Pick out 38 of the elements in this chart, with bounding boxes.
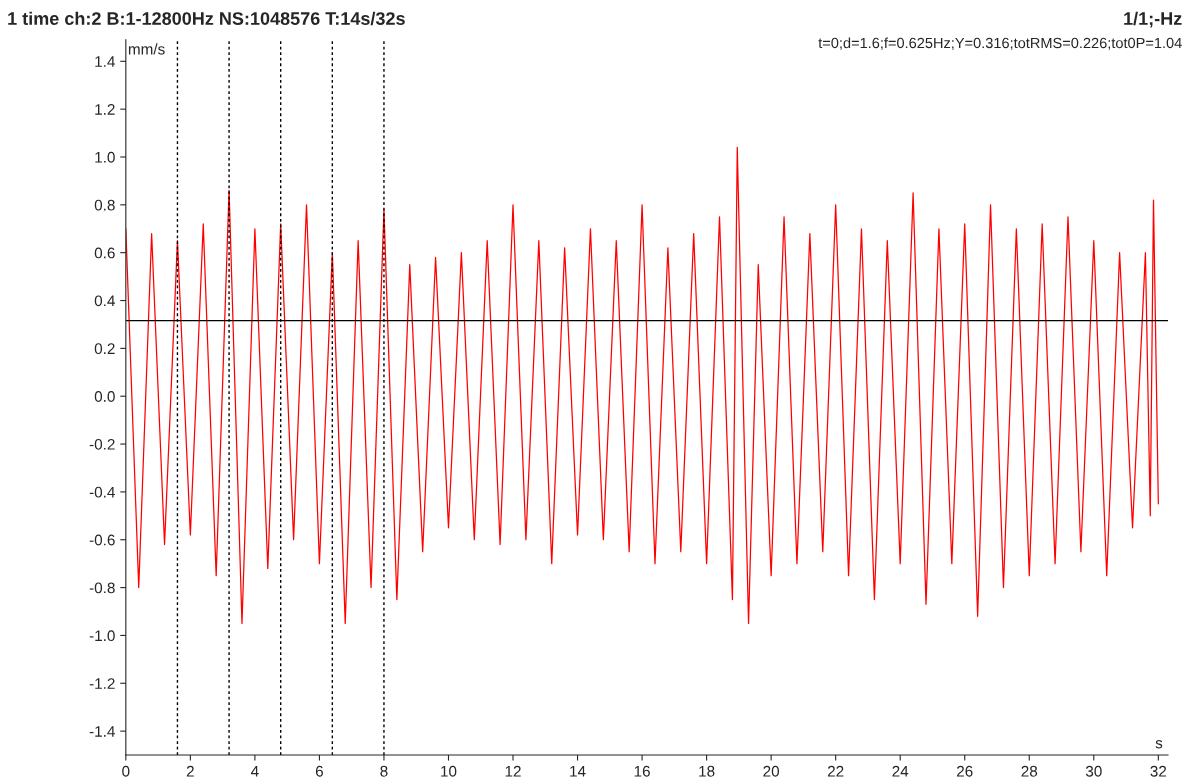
x-tick-label: 32: [1150, 765, 1167, 777]
x-tick-label: 28: [1021, 765, 1038, 777]
y-tick-label: 0.4: [94, 295, 115, 307]
y-tick-label: -1.0: [89, 630, 115, 642]
x-tick-label: 4: [250, 766, 259, 777]
chart-subtitle: 1/1;-Hz: [1124, 11, 1182, 28]
y-tick-label: -0.2: [89, 438, 115, 450]
x-tick-label: 0: [122, 765, 130, 777]
x-tick-label: 12: [505, 765, 521, 777]
chart-title: 1 time ch:2 B:1-12800Hz NS:1048576 T:14s/32s: [8, 11, 405, 26]
line-series: [125, 146, 1159, 625]
x-tick-label: 26: [957, 765, 973, 777]
x-tick-label: 2: [186, 765, 194, 777]
y-tick-label: -0.4: [89, 486, 115, 498]
x-tick-label: 8: [380, 765, 388, 777]
x-tick-label: 6: [315, 765, 323, 777]
x-tick-label: 10: [441, 765, 457, 777]
y-tick-label: 0.0: [94, 391, 115, 402]
y-tick-label: 1.0: [95, 151, 115, 163]
x-tick-label: 18: [699, 765, 715, 777]
annotation: t=0;d=1.6;f=0.625Hz;Y=0.316;totRMS=0.226;tot0P=1.04: [818, 37, 1182, 50]
y-tick-label: -1.4: [89, 726, 115, 737]
x-tick-label: 14: [570, 766, 586, 777]
x-axis-title: s: [1155, 740, 1163, 749]
x-tick-label: 16: [634, 765, 650, 777]
y-tick-label: -0.6: [89, 534, 115, 546]
y-tick-label: 0.2: [94, 343, 115, 355]
x-tick-label: 30: [1085, 765, 1102, 777]
y-tick-label: 0.6: [94, 247, 115, 259]
y-tick-label: 1.4: [95, 56, 115, 67]
x-tick-label: 20: [763, 765, 780, 777]
x-tick-label: 24: [892, 765, 909, 777]
y-tick-label: -1.2: [89, 678, 115, 689]
x-tick-label: 22: [827, 765, 844, 777]
y-tick-label: 1.2: [95, 104, 115, 115]
y-tick-label: 0.8: [94, 199, 115, 211]
y-axis-title: mm/s: [128, 43, 165, 55]
y-tick-label: -0.8: [89, 582, 115, 594]
